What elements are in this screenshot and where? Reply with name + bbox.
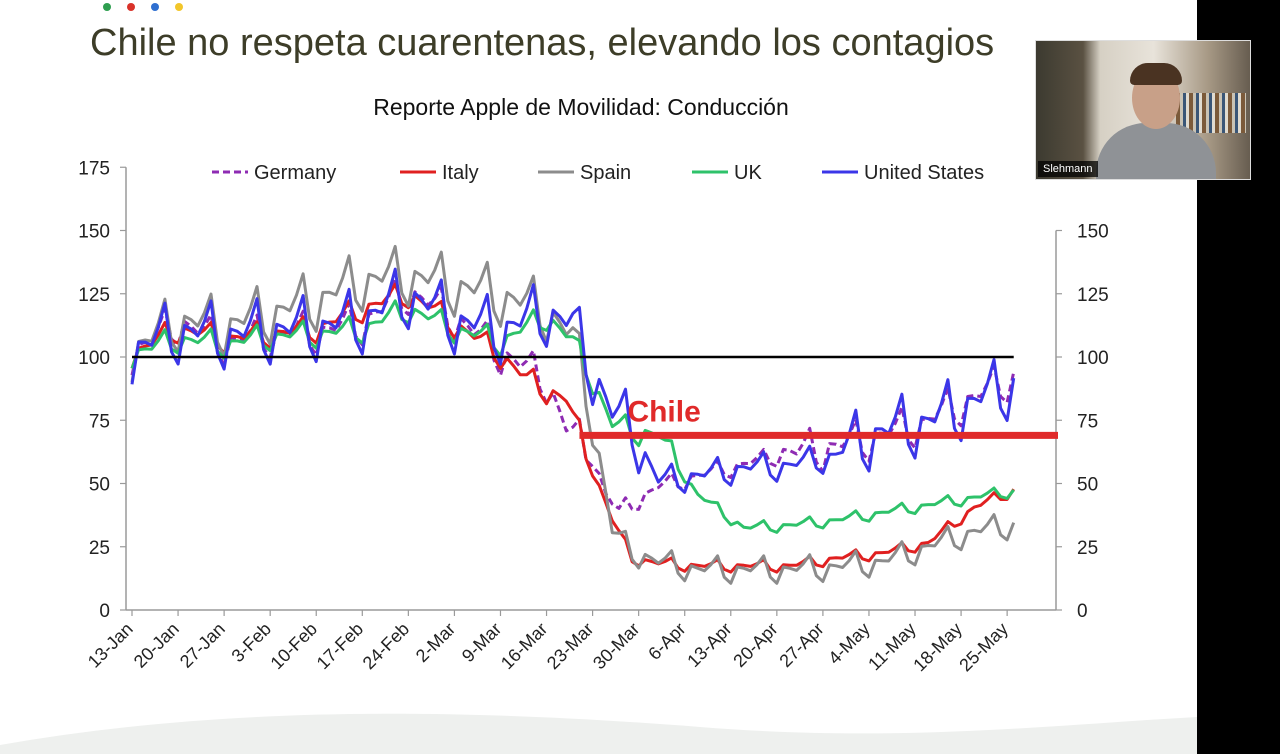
y-tick-label-left: 50 <box>89 475 110 496</box>
series-line-spain <box>130 244 1016 585</box>
y-tick-label-left: 175 <box>78 158 110 179</box>
legend-label: Spain <box>580 162 631 184</box>
y-tick-label-left: 75 <box>89 411 110 432</box>
x-tick-label: 13-Jan <box>84 619 137 672</box>
series-line-germany <box>130 277 1016 511</box>
participant-name-tag: Slehmann <box>1038 161 1098 177</box>
y-tick-label-left: 100 <box>78 348 110 369</box>
dot-green <box>103 3 111 11</box>
bookshelf <box>1176 93 1246 133</box>
person-hair <box>1130 63 1182 85</box>
mobility-chart: 0 25 50 75 100 125 150 175 0 25 50 75 100 125 150 13-Ja… <box>78 158 1109 676</box>
x-tick-label: 24-Feb <box>359 619 413 673</box>
person-body <box>1096 123 1216 179</box>
x-tick-label: 13-Apr <box>683 619 735 671</box>
series-line-uk <box>130 299 1015 534</box>
x-tick-label: 10-Feb <box>267 619 321 673</box>
x-tick-label: 23-Mar <box>543 619 597 673</box>
x-tick-label: 25-May <box>955 619 1012 676</box>
dot-yellow <box>175 3 183 11</box>
y-tick-label-right: 150 <box>1077 222 1109 243</box>
legend-label: Germany <box>254 162 336 184</box>
series-line-united-states <box>130 267 1016 494</box>
y-tick-label-left: 25 <box>89 538 110 559</box>
slide-bottom-decoration <box>0 713 1197 754</box>
x-tick-label: 27-Apr <box>775 619 827 671</box>
x-tick-label: 27-Jan <box>176 619 229 672</box>
slide-title: Chile no respeta cuarentenas, elevando l… <box>90 22 995 64</box>
chile-label: Chile <box>627 395 700 428</box>
y-tick-label-right: 50 <box>1077 475 1098 496</box>
x-tick-label: 20-Jan <box>130 619 183 672</box>
y-tick-label-left: 125 <box>78 285 110 306</box>
x-tick-label: 18-May <box>909 619 966 676</box>
x-tick-label: 2-Mar <box>412 619 459 666</box>
x-tick-label: 20-Apr <box>729 619 781 671</box>
y-tick-label-right: 25 <box>1077 538 1098 559</box>
participant-video[interactable]: Slehmann <box>1035 40 1251 180</box>
y-tick-label-left: 150 <box>78 222 110 243</box>
legend-label: Italy <box>442 162 479 184</box>
dot-blue <box>151 3 159 11</box>
dot-red <box>127 3 135 11</box>
y-tick-label-right: 100 <box>1077 348 1109 369</box>
x-tick-label: 11-May <box>864 619 920 675</box>
chart-title: Reporte Apple de Movilidad: Conducción <box>373 94 789 120</box>
x-tick-label: 16-Mar <box>497 619 551 673</box>
y-tick-label-right: 0 <box>1077 601 1088 622</box>
y-tick-label-right: 75 <box>1077 411 1098 432</box>
x-tick-label: 17-Feb <box>313 619 367 673</box>
series-line-italy <box>130 282 1015 574</box>
y-tick-label-left: 0 <box>99 601 110 622</box>
legend-label: United States <box>864 162 984 184</box>
x-tick-label: 30-Mar <box>589 619 643 673</box>
legend-label: UK <box>734 162 762 184</box>
y-tick-label-right: 125 <box>1077 285 1109 306</box>
